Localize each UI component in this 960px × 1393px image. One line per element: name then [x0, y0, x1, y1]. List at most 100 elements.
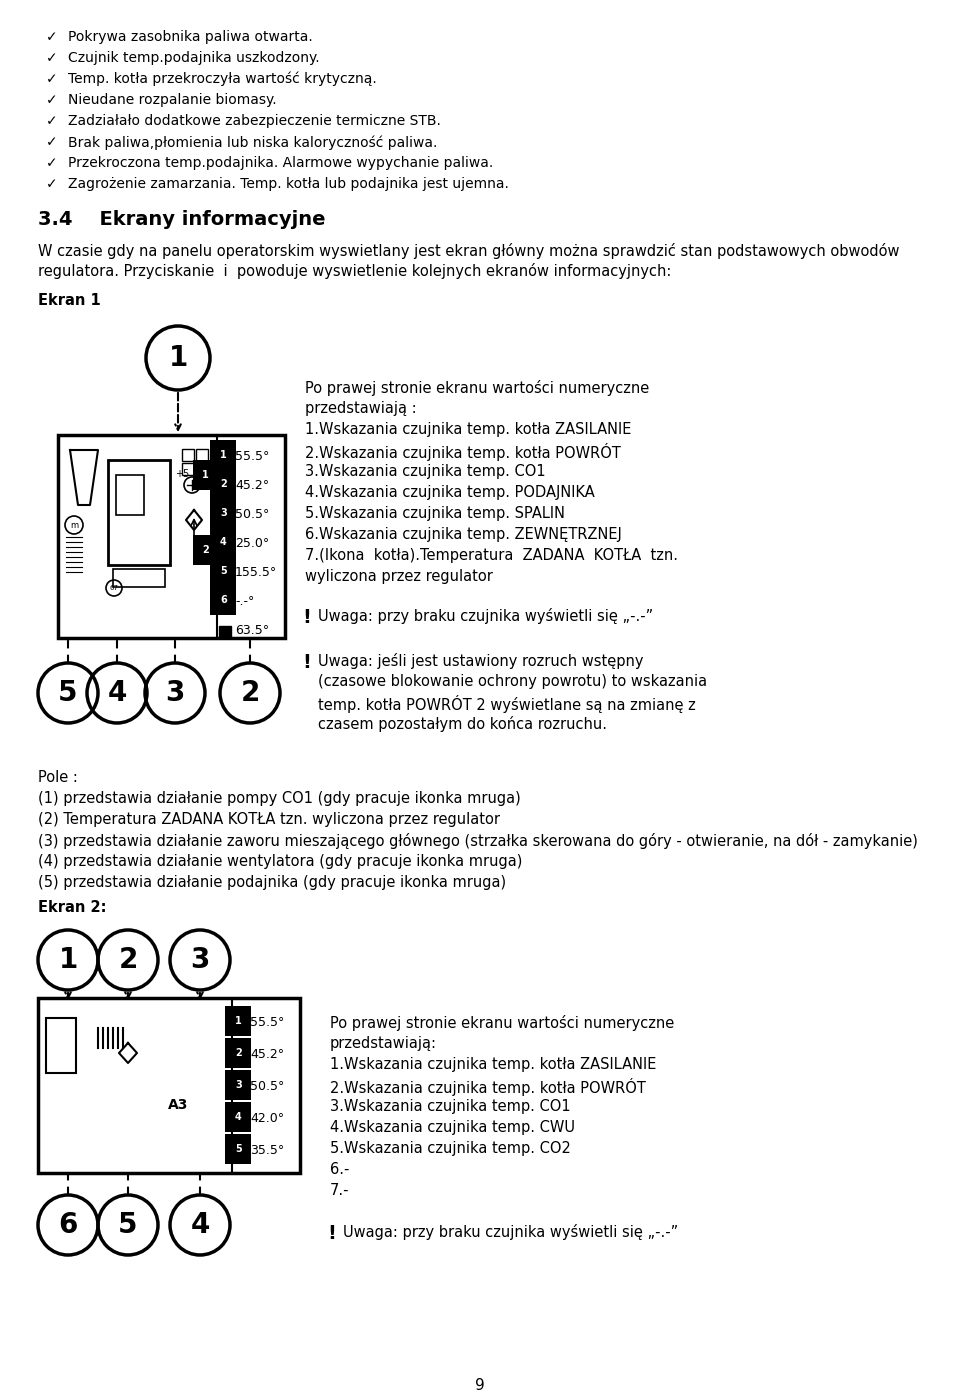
Bar	[113, 568, 165, 586]
Text: Pokrywa zasobnika paliwa otwarta.: Pokrywa zasobnika paliwa otwarta.	[68, 31, 313, 45]
Bar	[219, 625, 231, 638]
Bar	[196, 449, 208, 461]
Text: 2: 2	[235, 1048, 242, 1059]
Text: 1.Wskazania czujnika temp. kotła ZASILANIE: 1.Wskazania czujnika temp. kotła ZASILAN…	[305, 422, 632, 437]
Text: przedstawiają :: przedstawiają :	[305, 401, 417, 417]
Text: 2.Wskazania czujnika temp. kotła POWRÓT: 2.Wskazania czujnika temp. kotła POWRÓT	[305, 443, 621, 461]
Text: 7.(Ikona  kotła).Temperatura  ZADANA  KOTŁA  tzn.: 7.(Ikona kotła).Temperatura ZADANA KOTŁA…	[305, 547, 678, 563]
Text: wyliczona przez regulator: wyliczona przez regulator	[305, 568, 492, 584]
Text: Brak paliwa,płomienia lub niska kaloryczność paliwa.: Brak paliwa,płomienia lub niska kalorycz…	[68, 135, 438, 149]
Text: ✓: ✓	[46, 114, 58, 128]
Text: 2: 2	[118, 946, 137, 974]
Bar	[196, 462, 208, 475]
Text: 2: 2	[240, 678, 260, 708]
Text: Pole :: Pole :	[38, 770, 78, 786]
Text: 6: 6	[59, 1211, 78, 1238]
Text: 45.2°: 45.2°	[235, 479, 269, 492]
Text: 3: 3	[235, 1080, 242, 1089]
Text: Po prawej stronie ekranu wartości numeryczne: Po prawej stronie ekranu wartości numery…	[330, 1015, 674, 1031]
Text: Temp. kotła przekroczyła wartość krytyczną.: Temp. kotła przekroczyła wartość krytycz…	[68, 72, 376, 86]
Text: (5) przedstawia działanie podajnika (gdy pracuje ikonka mruga): (5) przedstawia działanie podajnika (gdy…	[38, 875, 506, 890]
Text: 55.5°: 55.5°	[250, 1015, 284, 1029]
Text: 67: 67	[109, 585, 118, 591]
Text: 4.Wskazania czujnika temp. PODAJNIKA: 4.Wskazania czujnika temp. PODAJNIKA	[305, 485, 595, 500]
Text: Uwaga: przy braku czujnika wyświetli się „-.-”: Uwaga: przy braku czujnika wyświetli się…	[343, 1224, 679, 1240]
Text: !: !	[327, 1224, 336, 1243]
Text: (3) przedstawia działanie zaworu mieszającego głównego (strzałka skerowana do gó: (3) przedstawia działanie zaworu mieszaj…	[38, 833, 918, 848]
Text: 5: 5	[235, 1144, 242, 1153]
Text: Zadziałało dodatkowe zabezpieczenie termiczne STB.: Zadziałało dodatkowe zabezpieczenie term…	[68, 114, 441, 128]
Text: 5: 5	[118, 1211, 137, 1238]
Text: 5.Wskazania czujnika temp. SPALIN: 5.Wskazania czujnika temp. SPALIN	[305, 506, 565, 521]
Text: regulatora. Przyciskanie  i  powoduje wyswietlenie kolejnych ekranów informacyjn: regulatora. Przyciskanie i powoduje wysw…	[38, 263, 671, 279]
Bar	[38, 997, 300, 1173]
Text: m: m	[70, 521, 78, 529]
Text: 2.Wskazania czujnika temp. kotła POWRÓT: 2.Wskazania czujnika temp. kotła POWRÓT	[330, 1078, 646, 1096]
Text: 5.Wskazania czujnika temp. CO2: 5.Wskazania czujnika temp. CO2	[330, 1141, 571, 1156]
Bar	[182, 462, 194, 475]
Text: A3: A3	[168, 1098, 188, 1112]
Text: 1: 1	[168, 344, 187, 372]
Text: 5: 5	[59, 678, 78, 708]
Text: 6: 6	[214, 454, 222, 464]
Text: 6: 6	[220, 595, 227, 605]
Text: 25.0°: 25.0°	[235, 536, 269, 550]
Text: -.-°: -.-°	[235, 595, 254, 607]
Text: 42.0°: 42.0°	[250, 1112, 284, 1126]
Text: !: !	[302, 653, 311, 671]
Text: 3.Wskazania czujnika temp. CO1: 3.Wskazania czujnika temp. CO1	[305, 464, 545, 479]
Text: Nieudane rozpalanie biomasy.: Nieudane rozpalanie biomasy.	[68, 93, 276, 107]
Text: 55.5°: 55.5°	[235, 450, 270, 462]
Text: Uwaga: przy braku czujnika wyświetli się „-.-”: Uwaga: przy braku czujnika wyświetli się…	[318, 607, 653, 624]
Bar	[182, 449, 194, 461]
Bar	[108, 460, 170, 566]
Polygon shape	[70, 450, 98, 506]
Bar	[116, 475, 144, 515]
Text: 2: 2	[220, 479, 227, 489]
Text: 3: 3	[220, 508, 227, 518]
Text: (4) przedstawia działanie wentylatora (gdy pracuje ikonka mruga): (4) przedstawia działanie wentylatora (g…	[38, 854, 522, 869]
Text: 45.2°: 45.2°	[250, 1048, 284, 1061]
Text: 63.5°: 63.5°	[235, 624, 269, 637]
Text: Zagrożenie zamarzania. Temp. kotła lub podajnika jest ujemna.: Zagrożenie zamarzania. Temp. kotła lub p…	[68, 177, 509, 191]
Text: 3.4    Ekrany informacyjne: 3.4 Ekrany informacyjne	[38, 210, 325, 228]
Text: 3: 3	[165, 678, 184, 708]
Text: 1: 1	[235, 1015, 242, 1027]
Text: 4: 4	[235, 1112, 242, 1121]
Text: 4.Wskazania czujnika temp. CWU: 4.Wskazania czujnika temp. CWU	[330, 1120, 575, 1135]
Text: 6.Wskazania czujnika temp. ZEWNĘTRZNEJ: 6.Wskazania czujnika temp. ZEWNĘTRZNEJ	[305, 527, 622, 542]
Text: Przekroczona temp.podajnika. Alarmowe wypychanie paliwa.: Przekroczona temp.podajnika. Alarmowe wy…	[68, 156, 493, 170]
Text: Uwaga: jeśli jest ustawiony rozruch wstępny: Uwaga: jeśli jest ustawiony rozruch wstę…	[318, 653, 643, 669]
Text: ✓: ✓	[46, 177, 58, 191]
Text: temp. kotła POWRÓT 2 wyświetlane są na zmianę z: temp. kotła POWRÓT 2 wyświetlane są na z…	[318, 695, 696, 713]
Text: 3.Wskazania czujnika temp. CO1: 3.Wskazania czujnika temp. CO1	[330, 1099, 570, 1114]
Text: 1: 1	[220, 450, 227, 460]
Text: +5: +5	[175, 469, 189, 479]
Text: 35.5°: 35.5°	[250, 1144, 284, 1158]
Bar	[46, 1018, 76, 1073]
Text: 7.-: 7.-	[330, 1183, 349, 1198]
Text: W czasie gdy na panelu operatorskim wyswietlany jest ekran główny można sprawdzi: W czasie gdy na panelu operatorskim wysw…	[38, 242, 900, 259]
Text: Ekran 2:: Ekran 2:	[38, 900, 107, 915]
Text: !: !	[302, 607, 311, 627]
Text: Ekran 1: Ekran 1	[38, 293, 101, 308]
Text: Czujnik temp.podajnika uszkodzony.: Czujnik temp.podajnika uszkodzony.	[68, 52, 320, 65]
Text: 50.5°: 50.5°	[250, 1080, 284, 1094]
Text: ✓: ✓	[46, 135, 58, 149]
Text: Po prawej stronie ekranu wartości numeryczne: Po prawej stronie ekranu wartości numery…	[305, 380, 649, 396]
Polygon shape	[186, 510, 202, 529]
Text: 4: 4	[108, 678, 127, 708]
Text: 1: 1	[203, 469, 209, 481]
Polygon shape	[119, 1043, 137, 1063]
Text: 9: 9	[475, 1378, 485, 1393]
Text: 5: 5	[220, 566, 227, 575]
Text: 2: 2	[203, 545, 209, 554]
Text: 4: 4	[190, 1211, 209, 1238]
Text: 50.5°: 50.5°	[235, 508, 270, 521]
Text: 155.5°: 155.5°	[235, 566, 277, 579]
Text: 1: 1	[59, 946, 78, 974]
Text: (czasowe blokowanie ochrony powrotu) to wskazania: (czasowe blokowanie ochrony powrotu) to …	[318, 674, 708, 690]
Text: ✓: ✓	[46, 52, 58, 65]
Text: czasem pozostałym do końca rozruchu.: czasem pozostałym do końca rozruchu.	[318, 716, 607, 731]
Text: ✓: ✓	[46, 156, 58, 170]
